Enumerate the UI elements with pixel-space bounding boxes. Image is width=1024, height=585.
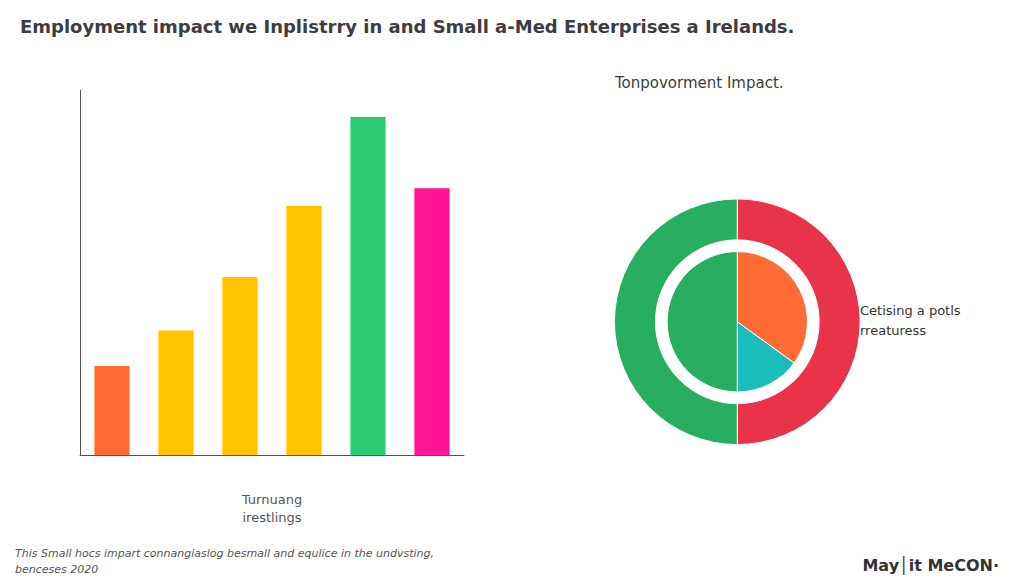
svg-text:Employment impact we Inplistrr: Employment impact we Inplistrry in and S… <box>20 16 794 37</box>
svg-text:rreaturess: rreaturess <box>860 323 926 338</box>
svg-text:Turnuang: Turnuang <box>241 492 302 507</box>
svg-text:Tonpovorment Impact.: Tonpovorment Impact. <box>614 74 784 92</box>
svg-text:May│it MeCON·: May│it MeCON· <box>862 555 999 575</box>
svg-text:benceses 2020: benceses 2020 <box>15 563 98 576</box>
svg-text:Cetising a potls: Cetising a potls <box>860 303 961 318</box>
svg-text:irestlings: irestlings <box>242 510 301 525</box>
svg-text:This Small hocs impart connang: This Small hocs impart connangiaslog bes… <box>15 547 434 560</box>
